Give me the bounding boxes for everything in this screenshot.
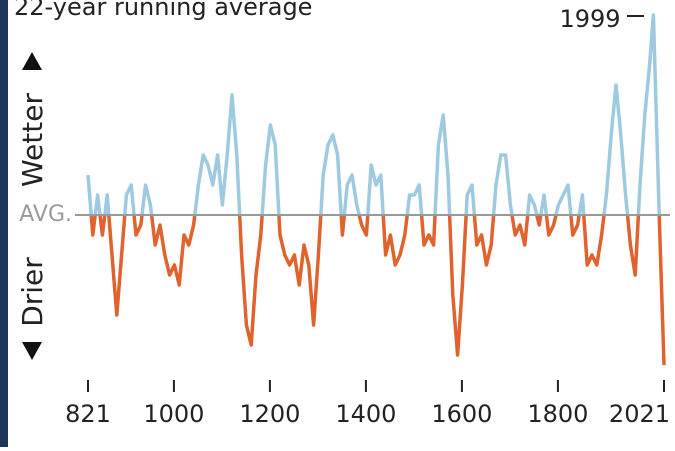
chart-title: 22-year running average (14, 0, 312, 21)
drier-label: Drier (16, 257, 49, 327)
wetter-label: Wetter (16, 93, 49, 187)
x-tick-label: 821 (65, 400, 111, 428)
wetter-line (86, 13, 661, 215)
x-tick-label: 1400 (335, 400, 396, 428)
y-tick-label: AVG. (19, 202, 72, 227)
x-tick-label: 2021 (609, 400, 670, 428)
x-tick-label: 1600 (431, 400, 492, 428)
drier-line (89, 215, 666, 366)
x-tick-label: 1200 (239, 400, 300, 428)
up-arrow (22, 52, 42, 70)
x-tick-label: 1800 (527, 400, 588, 428)
annotation: 1999 (559, 5, 620, 33)
x-tick-label: 1000 (143, 400, 204, 428)
down-arrow (22, 342, 42, 360)
side-strip (0, 0, 8, 447)
